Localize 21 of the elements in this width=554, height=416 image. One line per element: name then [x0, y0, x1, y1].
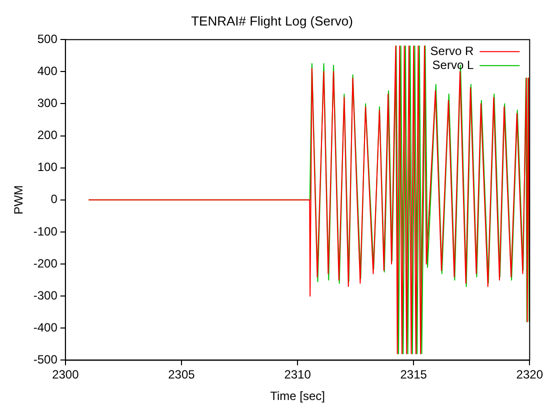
y-tick-label: -100	[33, 224, 58, 238]
x-tick-label: 2320	[516, 368, 544, 382]
x-tick-label: 2305	[168, 368, 196, 382]
y-tick-label: 200	[37, 128, 58, 142]
x-tick-label: 2310	[284, 368, 312, 382]
x-tick-label: 2315	[400, 368, 428, 382]
y-tick-label: 100	[37, 160, 58, 174]
x-tick-label: 2300	[52, 368, 80, 382]
x-axis-title: Time [sec]	[270, 389, 325, 404]
y-tick-label: 300	[37, 96, 58, 110]
legend-label: Servo R	[430, 44, 474, 58]
y-tick-label: -500	[33, 352, 58, 367]
y-tick-label: -400	[33, 320, 58, 334]
chart-title: TENRAI# Flight Log (Servo)	[191, 13, 353, 28]
y-tick-label: 400	[37, 64, 58, 78]
y-tick-label: 0	[50, 192, 58, 206]
y-tick-label: 500	[37, 32, 58, 46]
y-tick-label: -200	[33, 256, 58, 270]
y-tick-label: -300	[33, 288, 58, 302]
y-axis-title: PWM	[12, 185, 26, 215]
legend-label: Servo L	[432, 58, 474, 72]
